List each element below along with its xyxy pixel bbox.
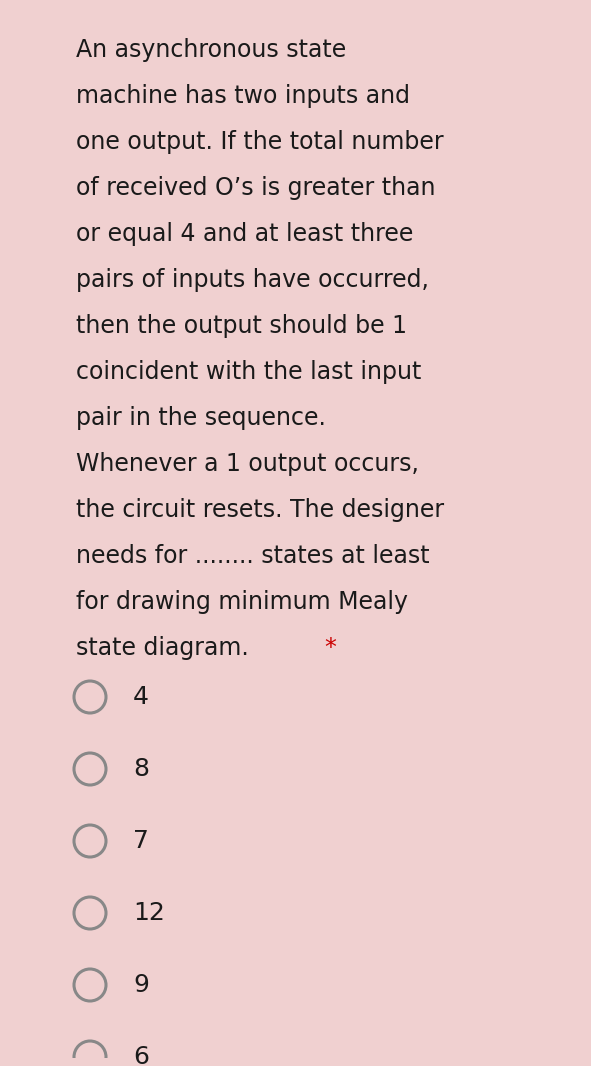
Text: the circuit resets. The designer: the circuit resets. The designer <box>76 498 444 522</box>
Text: 8: 8 <box>133 757 149 781</box>
Text: of received O’s is greater than: of received O’s is greater than <box>76 176 436 200</box>
Text: An asynchronous state: An asynchronous state <box>76 38 346 62</box>
Text: one output. If the total number: one output. If the total number <box>76 130 444 154</box>
Text: machine has two inputs and: machine has two inputs and <box>76 84 410 108</box>
Text: 9: 9 <box>133 973 149 997</box>
Text: pair in the sequence.: pair in the sequence. <box>76 406 326 430</box>
Text: Whenever a 1 output occurs,: Whenever a 1 output occurs, <box>76 452 419 477</box>
Text: coincident with the last input: coincident with the last input <box>76 360 421 384</box>
Text: 4: 4 <box>133 685 149 709</box>
Text: 7: 7 <box>133 829 149 853</box>
Text: or equal 4 and at least three: or equal 4 and at least three <box>76 222 413 246</box>
Text: pairs of inputs have occurred,: pairs of inputs have occurred, <box>76 268 429 292</box>
Text: 12: 12 <box>133 901 165 925</box>
Text: 6: 6 <box>133 1045 149 1066</box>
Text: *: * <box>324 636 336 660</box>
Text: then the output should be 1: then the output should be 1 <box>76 314 407 338</box>
Text: for drawing minimum Mealy: for drawing minimum Mealy <box>76 589 408 614</box>
Text: state diagram.: state diagram. <box>76 636 249 660</box>
Text: needs for ........ states at least: needs for ........ states at least <box>76 544 430 568</box>
